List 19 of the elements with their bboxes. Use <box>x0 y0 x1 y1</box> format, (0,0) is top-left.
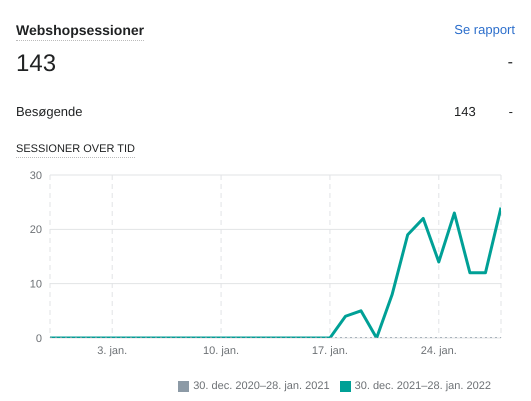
text: 143 <box>16 50 56 78</box>
x-tick-label: 10. jan. <box>203 344 240 357</box>
x-tick-label: 17. jan. <box>312 344 348 357</box>
legend-label: 30. dec. 2021–28. jan. 2022 <box>354 380 491 392</box>
y-tick-label: 20 <box>30 224 42 236</box>
line-series <box>50 206 501 338</box>
text: Besøgende <box>16 104 82 119</box>
text: - <box>508 104 513 119</box>
x-tick-label: 24. jan. <box>420 344 457 357</box>
text: - <box>508 54 513 72</box>
y-tick-label: 0 <box>36 332 42 345</box>
x-tick-label: 3. jan. <box>97 344 128 357</box>
text: Se rapport <box>454 22 515 37</box>
chart-title: Webshopsessioner <box>16 22 144 41</box>
y-tick-label: 10 <box>30 278 42 291</box>
text: 143 <box>454 104 476 119</box>
legend-label: 30. dec. 2020–28. jan. 2021 <box>193 380 330 392</box>
y-tick-label: 30 <box>30 170 42 182</box>
chart-subtitle: SESSIONER OVER TID <box>16 143 135 158</box>
